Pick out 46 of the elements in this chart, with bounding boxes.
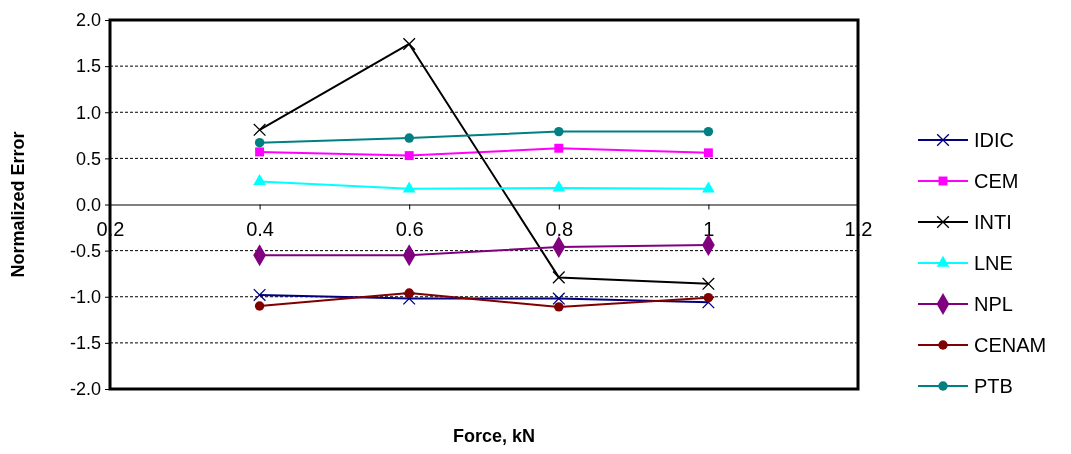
legend-label: IDIC: [974, 129, 1014, 151]
y-tick-label: -1.0: [69, 287, 101, 308]
y-tick-label: 2.0: [75, 10, 101, 31]
y-tick-label: -1.5: [69, 333, 101, 354]
point: [701, 295, 715, 309]
point: [402, 292, 416, 306]
y-tick-label: 1.5: [75, 56, 101, 77]
point: [255, 147, 265, 157]
point: [554, 143, 564, 153]
y-tick-label: -0.5: [69, 240, 101, 261]
point: [254, 301, 265, 311]
point: [701, 277, 715, 291]
x-tick-label: 0.4: [246, 217, 275, 240]
x-tick-label: 0.6: [395, 217, 424, 240]
point: [253, 174, 266, 186]
point: [253, 288, 267, 302]
point: [402, 181, 416, 193]
legend-label: CEM: [974, 170, 1019, 192]
legend-label: LNE: [974, 252, 1013, 274]
x-tick-label: 1: [703, 217, 715, 240]
point: [554, 126, 564, 137]
y-tick-label: 1.0: [75, 102, 101, 123]
point: [703, 292, 714, 303]
point: [404, 288, 414, 298]
point: [404, 133, 414, 143]
legend-label: NPL: [974, 293, 1013, 315]
point: [554, 302, 564, 312]
point: [552, 270, 566, 284]
y-tick-label: 0.5: [75, 148, 101, 169]
point: [703, 148, 713, 158]
point: [702, 181, 715, 193]
y-tick-label: -2.0: [69, 379, 101, 400]
point: [404, 151, 414, 161]
x-tick-label: 0.8: [545, 217, 574, 240]
point: [253, 123, 267, 137]
y-tick-label: 0.0: [75, 194, 101, 215]
legend-label: CENAM: [974, 334, 1047, 356]
point: [703, 126, 714, 137]
point: [552, 180, 566, 192]
point: [402, 37, 416, 51]
legend-label: INTI: [974, 211, 1012, 233]
legend-label: PTB: [974, 375, 1013, 397]
y-axis-title: Normalized Error: [8, 131, 28, 278]
point: [254, 137, 265, 148]
x-axis-title: Force, kN: [452, 426, 536, 446]
point: [552, 292, 566, 306]
